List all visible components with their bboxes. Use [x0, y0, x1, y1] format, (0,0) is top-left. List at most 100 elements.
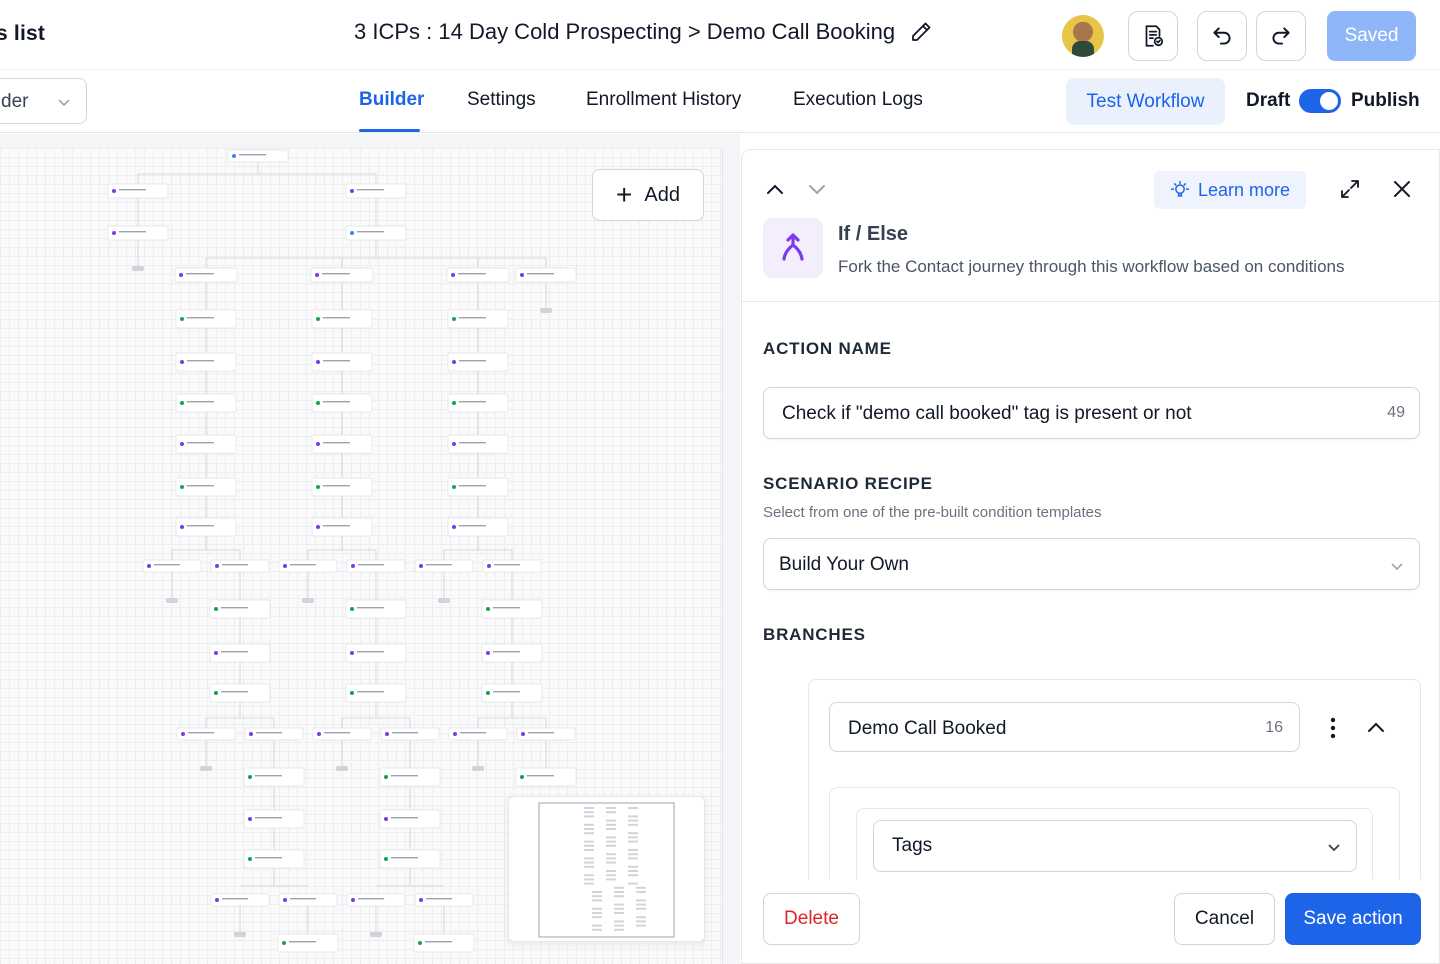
workflow-node: [175, 309, 237, 329]
workflow-node-dot: [452, 360, 456, 364]
undo-button[interactable]: [1197, 11, 1247, 61]
delete-button[interactable]: Delete: [763, 893, 860, 945]
workflow-node-text: [322, 273, 350, 275]
workflow-node: [277, 933, 339, 953]
minimap-node: [636, 891, 646, 893]
workflow-node: [481, 643, 543, 663]
workflow-node-text: [221, 691, 248, 693]
tab-builder[interactable]: Builder: [359, 89, 425, 110]
tab-settings[interactable]: Settings: [467, 89, 536, 110]
close-icon[interactable]: [1390, 177, 1414, 201]
condition-field-select[interactable]: Tags: [873, 820, 1357, 872]
workflow-node: [175, 352, 237, 372]
minimap-node: [614, 920, 624, 923]
minimap-node: [628, 836, 638, 839]
minimap-node: [606, 844, 616, 847]
test-workflow-button[interactable]: Test Workflow: [1066, 78, 1225, 125]
minimap-node: [584, 874, 594, 877]
tab-enrollment-history[interactable]: Enrollment History: [586, 89, 742, 110]
minimap-node: [606, 811, 616, 814]
minimap-node: [628, 874, 638, 877]
publish-toggle[interactable]: [1299, 89, 1341, 113]
expand-icon[interactable]: [1338, 177, 1362, 201]
workflow-node-dot: [180, 485, 184, 489]
workflow-node: [311, 309, 373, 329]
folder-select[interactable]: der: [0, 78, 87, 124]
edit-title-pencil-icon[interactable]: [909, 20, 933, 44]
branch-card: Demo Call Booked 16 Tags: [808, 679, 1421, 963]
workflow-node-dot: [317, 732, 321, 736]
workflow-node-text: [459, 401, 486, 403]
workflow-node-text: [493, 691, 520, 693]
minimap-node: [584, 807, 594, 809]
workflow-node: [174, 267, 238, 283]
workflow-graph[interactable]: [0, 148, 723, 964]
minimap-node: [584, 882, 594, 885]
branch-menu-kebab-icon[interactable]: [1319, 714, 1347, 742]
action-name-input[interactable]: Check if "demo call booked" tag is prese…: [763, 387, 1420, 439]
workflow-node-dot: [384, 775, 388, 779]
workflow-node-dot: [316, 525, 320, 529]
user-avatar[interactable]: [1062, 15, 1104, 57]
scenario-recipe-select[interactable]: Build Your Own: [763, 538, 1420, 590]
notes-button[interactable]: [1128, 11, 1178, 61]
minimap-node: [614, 903, 624, 906]
workflow-node-dot: [418, 941, 422, 945]
workflow-node-dot: [283, 564, 287, 568]
redo-button[interactable]: [1256, 11, 1306, 61]
workflow-node-text: [187, 317, 214, 319]
cancel-button[interactable]: Cancel: [1174, 893, 1275, 945]
workflow-node: [243, 767, 305, 787]
minimap-node: [628, 865, 638, 868]
workflow-node-dot: [452, 525, 456, 529]
learn-more-label: Learn more: [1197, 179, 1291, 200]
minimap-node: [592, 916, 602, 919]
workflow-node-dot: [316, 485, 320, 489]
minimap-node: [636, 886, 646, 889]
workflow-node: [447, 309, 509, 329]
workflow-node-dot: [214, 691, 218, 695]
chevron-up-icon[interactable]: [1365, 716, 1387, 738]
chevron-up-icon[interactable]: [764, 178, 786, 200]
workflow-node-text: [460, 732, 487, 734]
minimap-node: [614, 891, 624, 893]
learn-more-button[interactable]: Learn more: [1154, 171, 1306, 209]
minimap-node: [606, 857, 616, 860]
chevron-down-icon[interactable]: [806, 178, 828, 200]
workflow-node-dot: [520, 775, 524, 779]
workflow-node: [379, 849, 441, 869]
workflow-node-text: [391, 817, 418, 819]
minimap-node: [592, 912, 602, 914]
save-action-button[interactable]: Save action: [1285, 893, 1421, 945]
workflow-node-text: [119, 231, 146, 233]
workflow-node-dot: [521, 732, 525, 736]
workflow-node-text: [459, 317, 486, 319]
workflow-node: [210, 893, 270, 907]
minimap-node: [584, 828, 594, 830]
workflow-node: [414, 893, 474, 907]
branch-name-input[interactable]: Demo Call Booked 16: [829, 702, 1300, 752]
workflow-node: [413, 933, 475, 953]
workflow-node: [278, 893, 338, 907]
canvas-minimap[interactable]: [508, 796, 705, 942]
minimap-node: [628, 807, 638, 809]
back-to-list-link[interactable]: s list: [0, 22, 46, 45]
workflow-end-marker: [132, 266, 144, 271]
minimap-node: [584, 865, 594, 868]
workflow-node: [209, 683, 271, 703]
action-name-value: Check if "demo call booked" tag is prese…: [782, 403, 1192, 424]
workflow-node: [379, 809, 441, 829]
tab-execution-logs[interactable]: Execution Logs: [793, 89, 923, 110]
workflow-node-text: [290, 898, 317, 900]
add-button[interactable]: + Add: [592, 169, 704, 221]
action-name-char-count: 49: [1387, 404, 1405, 421]
workflow-node-dot: [350, 607, 354, 611]
workflow-node-text: [324, 732, 351, 734]
lightbulb-icon: [1170, 180, 1190, 197]
panel-footer: Delete Cancel Save action: [742, 879, 1439, 963]
workflow-canvas[interactable]: + Add: [0, 134, 740, 964]
workflow-node: [515, 267, 577, 283]
workflow-node-text: [154, 564, 181, 566]
saved-button[interactable]: Saved: [1327, 11, 1416, 61]
workflow-node-text: [187, 442, 214, 444]
